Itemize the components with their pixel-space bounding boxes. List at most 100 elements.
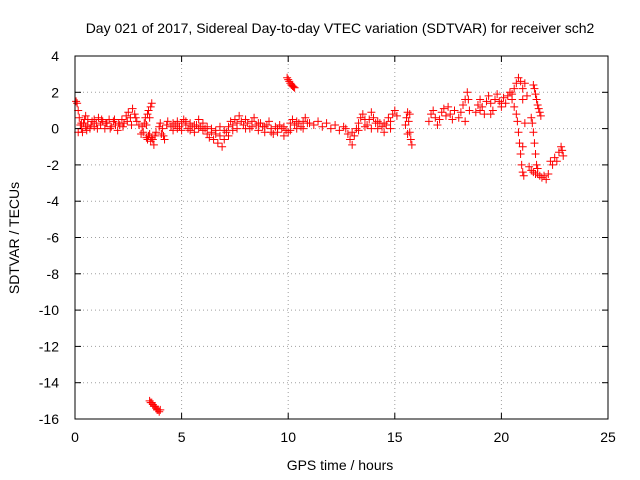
data-point [158,124,167,133]
data-point [171,120,180,129]
data-point [73,99,82,108]
data-point [488,106,497,115]
data-point [520,79,529,88]
data-point [288,115,297,124]
data-point [348,140,357,149]
data-point [503,91,512,100]
data-point [90,122,99,131]
data-point [156,119,165,128]
data-point [518,84,527,93]
x-tick-label: 25 [600,429,616,445]
data-point [441,111,450,120]
data-point [250,113,259,122]
y-tick-label: -4 [47,193,60,209]
data-point [512,110,521,119]
data-point [392,111,401,120]
data-point [465,106,474,115]
data-point [218,142,227,151]
data-point [237,117,246,126]
data-point [529,81,538,90]
axis-ticks [74,55,609,420]
data-point [497,99,506,108]
data-point [406,135,415,144]
data-point [424,117,433,126]
data-point [115,120,124,129]
data-point [461,117,470,126]
data-point [90,115,99,124]
data-point [542,175,551,184]
data-point [527,113,536,122]
data-point [147,99,156,108]
data-point [75,113,84,122]
data-point [207,124,216,133]
data-point [548,160,557,169]
data-point [155,122,164,131]
data-point [508,90,517,99]
data-point [486,110,495,119]
data-point [405,128,414,137]
data-point [439,104,448,113]
data-point [520,119,529,128]
data-point [365,115,374,124]
y-tick-label: -2 [47,157,60,173]
data-point [335,126,344,135]
data-point [81,111,90,120]
data-point [150,402,159,411]
data-point [471,108,480,117]
data-point [157,130,166,139]
data-point [510,84,519,93]
data-point [401,120,410,129]
data-point [380,128,389,137]
data-point [275,120,284,129]
data-point [220,135,229,144]
data-point [74,128,83,137]
data-point [279,122,288,131]
data-point [557,142,566,151]
data-point [499,93,508,102]
data-point [138,122,147,131]
y-tick-label: -16 [39,411,59,427]
data-point [283,73,292,82]
data-point [522,91,531,100]
data-point [113,126,122,135]
data-point [273,124,282,133]
data-point [173,124,182,133]
data-point [254,119,263,128]
data-point [279,131,288,140]
data-point [535,108,544,117]
data-point [177,126,186,135]
y-tick-label: -14 [39,375,59,391]
x-tick-label: 15 [387,429,403,445]
data-point [346,135,355,144]
data-point [145,396,154,405]
data-point [286,119,295,128]
data-point [81,122,90,131]
data-point [354,119,363,128]
data-point [519,171,528,180]
data-point [505,88,514,97]
data-point [222,128,231,137]
data-point [444,102,453,111]
data-point [285,77,294,86]
data-point [296,122,305,131]
data-point [552,157,561,166]
data-point [101,119,110,128]
data-point [88,117,97,126]
data-point [132,117,141,126]
data-point [491,95,500,104]
data-point [314,117,323,126]
data-point [203,130,212,139]
data-point [194,124,203,133]
data-point [533,101,542,110]
data-point [473,101,482,110]
data-point [139,128,148,137]
data-point [160,135,169,144]
data-point [518,142,527,151]
data-point [224,122,233,131]
data-point [96,120,105,129]
data-point [533,164,542,173]
data-point [147,133,156,142]
